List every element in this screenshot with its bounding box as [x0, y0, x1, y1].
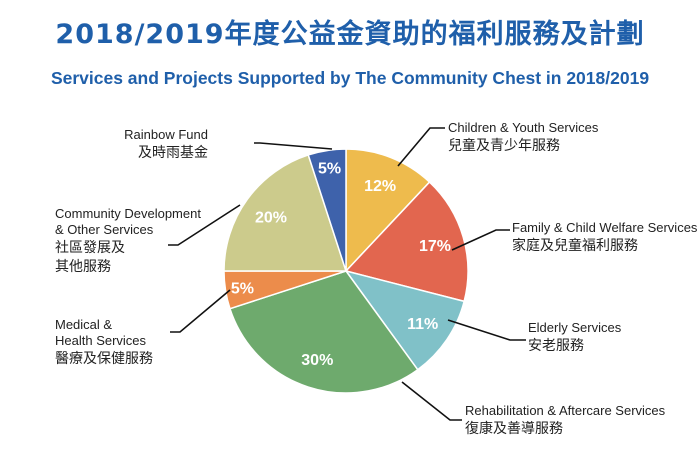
label-en-medical-0: Medical & — [55, 317, 112, 332]
leader-line-elderly — [447, 319, 526, 341]
chart-title: 2018/2019年度公益金資助的福利服務及計劃 — [55, 19, 645, 50]
leader-line-rehab — [401, 381, 462, 421]
label-en-medical-1: Health Services — [55, 333, 147, 348]
percent-label-children: 12% — [364, 178, 396, 195]
label-zh-community-0: 社區發展及 — [55, 240, 125, 256]
leader-line-family — [451, 229, 510, 251]
pie-slice-family — [344, 181, 469, 303]
pie-slice-elderly — [344, 269, 466, 371]
pie-slice-rehab — [229, 270, 419, 394]
percent-label-medical: 5% — [231, 280, 254, 297]
label-en-children-0: Children & Youth Services — [448, 120, 599, 135]
category-label-rehab: Rehabilitation & Aftercare Services 復康及善導… — [465, 403, 666, 437]
percent-label-elderly: 11% — [407, 316, 438, 333]
category-label-children: Children & Youth Services 兒童及青少年服務 — [448, 120, 599, 154]
label-en-rainbow-0: Rainbow Fund — [124, 127, 208, 142]
category-label-community: Community Development& Other Services 社區發… — [55, 206, 201, 275]
chart-subtitle: Services and Projects Supported by The C… — [50, 68, 650, 88]
label-en-family-0: Family & Child Welfare Services — [512, 220, 698, 235]
category-label-family: Family & Child Welfare Services 家庭及兒童福利服務 — [512, 220, 698, 254]
label-zh-family-0: 家庭及兒童福利服務 — [512, 237, 638, 254]
label-en-rehab-0: Rehabilitation & Aftercare Services — [465, 403, 666, 418]
label-en-elderly-0: Elderly Services — [528, 320, 622, 335]
percent-label-community: 20% — [255, 210, 287, 227]
leader-line-rainbow — [254, 142, 333, 150]
percent-label-family: 17% — [419, 238, 451, 255]
leader-line-children — [397, 127, 445, 167]
category-label-elderly: Elderly Services 安老服務 — [528, 320, 622, 354]
label-en-community-1: & Other Services — [55, 222, 154, 237]
label-en-community-0: Community Development — [55, 206, 201, 221]
leader-lines — [168, 127, 526, 421]
pie-slice-rainbow — [307, 148, 347, 272]
label-zh-children-0: 兒童及青少年服務 — [448, 137, 560, 154]
category-labels: Children & Youth Services 兒童及青少年服務 Family … — [55, 120, 698, 437]
label-zh-elderly-0: 安老服務 — [528, 338, 584, 354]
label-zh-rehab-0: 復康及善導服務 — [465, 420, 563, 437]
percent-labels: 12% 17% 11% 30% 5% 20% 5% — [231, 160, 451, 369]
leader-line-medical — [170, 289, 231, 333]
category-label-rainbow: Rainbow Fund 及時雨基金 — [124, 127, 208, 161]
label-zh-medical-0: 醫療及保健服務 — [55, 350, 153, 367]
pie-slice-children — [345, 148, 431, 273]
category-label-medical: Medical &Health Services 醫療及保健服務 — [55, 317, 153, 367]
label-zh-community-1: 其他服務 — [55, 259, 111, 275]
pie-slices — [223, 148, 469, 394]
pie-slice-community — [223, 154, 348, 272]
percent-label-rainbow: 5% — [318, 160, 341, 177]
percent-label-rehab: 30% — [301, 352, 333, 369]
label-zh-rainbow-0: 及時雨基金 — [138, 144, 208, 161]
leader-line-community — [168, 204, 241, 246]
